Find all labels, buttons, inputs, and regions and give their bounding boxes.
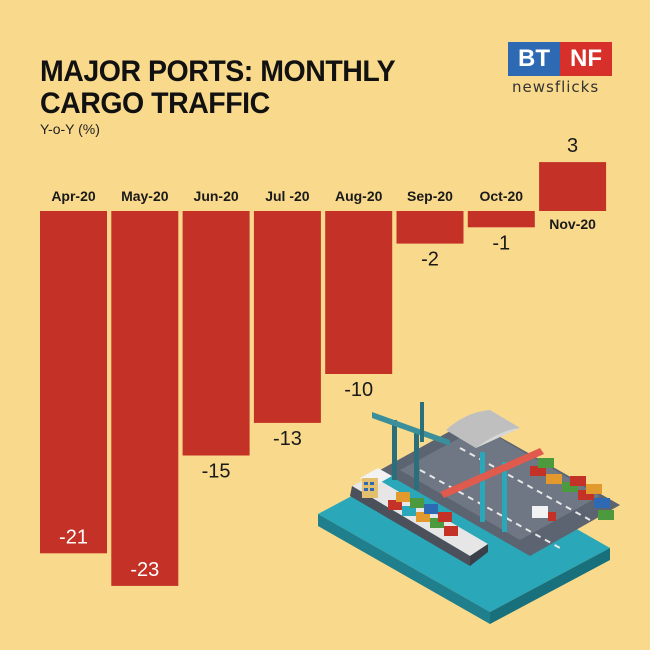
bar-4: [325, 211, 393, 374]
logo-bt: BT: [508, 42, 560, 76]
category-label-4: Aug-20: [335, 188, 383, 204]
chart-title-line-2: CARGO TRAFFIC: [40, 87, 270, 120]
category-label-1: May-20: [121, 188, 169, 204]
category-label-6: Oct-20: [480, 188, 524, 204]
logo-nf: NF: [560, 42, 612, 76]
bar-0: [40, 211, 107, 554]
bar-3: [253, 211, 321, 423]
value-label-0: -21: [59, 526, 88, 548]
logo-box: BT NF: [508, 42, 612, 76]
logo-tagline: newsflicks: [512, 78, 600, 96]
bar-1: [111, 211, 179, 586]
chart-subtitle: Y-o-Y (%): [40, 121, 100, 137]
category-label-7: Nov-20: [549, 216, 596, 232]
category-label-3: Jul -20: [265, 188, 310, 204]
chart-title: MAJOR PORTS: MONTHLY CARGO TRAFFIC: [40, 56, 477, 120]
bar-5: [396, 211, 464, 244]
bar-7: [539, 162, 607, 211]
value-label-2: -15: [202, 461, 231, 483]
brand-logo: BT NF newsflicks: [508, 42, 612, 98]
bar-2: [182, 211, 250, 456]
value-label-6: -1: [492, 232, 510, 254]
value-label-4: -10: [344, 379, 373, 401]
category-label-2: Jun-20: [194, 188, 239, 204]
bar-6: [467, 211, 535, 228]
chart-title-line-1: MAJOR PORTS: MONTHLY: [40, 55, 396, 88]
value-label-3: -13: [273, 428, 302, 450]
category-label-0: Apr-20: [51, 188, 96, 204]
value-label-7: 3: [567, 135, 578, 157]
value-label-1: -23: [130, 559, 159, 581]
value-label-5: -2: [421, 249, 439, 271]
category-label-5: Sep-20: [407, 188, 453, 204]
